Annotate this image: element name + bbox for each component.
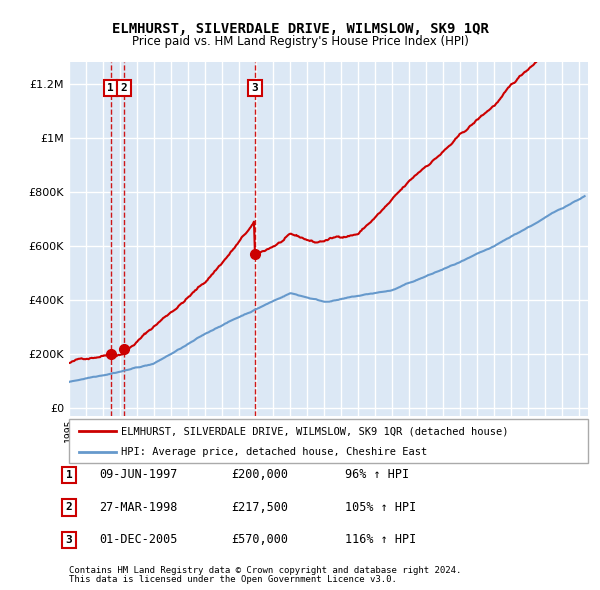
Text: £217,500: £217,500 (231, 501, 288, 514)
Text: ELMHURST, SILVERDALE DRIVE, WILMSLOW, SK9 1QR (detached house): ELMHURST, SILVERDALE DRIVE, WILMSLOW, SK… (121, 427, 508, 436)
Text: 09-JUN-1997: 09-JUN-1997 (99, 468, 178, 481)
Text: Contains HM Land Registry data © Crown copyright and database right 2024.: Contains HM Land Registry data © Crown c… (69, 566, 461, 575)
Text: 116% ↑ HPI: 116% ↑ HPI (345, 533, 416, 546)
Text: HPI: Average price, detached house, Cheshire East: HPI: Average price, detached house, Ches… (121, 447, 427, 457)
Text: 01-DEC-2005: 01-DEC-2005 (99, 533, 178, 546)
Text: 27-MAR-1998: 27-MAR-1998 (99, 501, 178, 514)
Text: 3: 3 (251, 83, 258, 93)
FancyBboxPatch shape (69, 419, 588, 463)
Text: This data is licensed under the Open Government Licence v3.0.: This data is licensed under the Open Gov… (69, 575, 397, 584)
Text: 2: 2 (121, 83, 127, 93)
Text: £570,000: £570,000 (231, 533, 288, 546)
Text: ELMHURST, SILVERDALE DRIVE, WILMSLOW, SK9 1QR: ELMHURST, SILVERDALE DRIVE, WILMSLOW, SK… (112, 22, 488, 37)
Text: 96% ↑ HPI: 96% ↑ HPI (345, 468, 409, 481)
Text: 1: 1 (107, 83, 114, 93)
Text: 3: 3 (65, 535, 73, 545)
Text: 1: 1 (65, 470, 73, 480)
Text: 105% ↑ HPI: 105% ↑ HPI (345, 501, 416, 514)
Text: 2: 2 (65, 503, 73, 512)
Text: Price paid vs. HM Land Registry's House Price Index (HPI): Price paid vs. HM Land Registry's House … (131, 35, 469, 48)
Text: £200,000: £200,000 (231, 468, 288, 481)
